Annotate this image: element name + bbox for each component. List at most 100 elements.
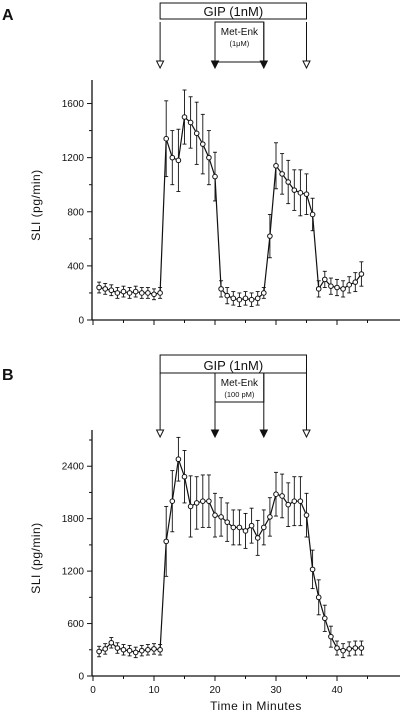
y-tick-label: 1600 [62,99,85,110]
data-point [254,535,261,541]
data-point [352,279,359,285]
data-point [358,271,365,277]
data-point [200,498,206,504]
panel-label: A [2,7,14,24]
data-point [139,647,145,654]
data-point [285,179,292,185]
data-point [169,498,176,504]
data-point [163,135,169,142]
series-line [98,459,362,654]
y-tick-label: 1200 [62,567,85,578]
data-point [163,538,169,545]
data-point [242,295,249,302]
arrow-head-3 [302,429,311,439]
data-point [102,646,108,652]
arrow-head-1 [210,60,220,70]
data-point [145,290,151,296]
arrow-head-0 [155,429,165,439]
data-point [273,162,279,169]
data-point [151,291,157,298]
data-point [200,141,206,147]
data-point [139,290,145,296]
x-tick-label: 20 [209,685,221,696]
data-point [108,287,115,294]
y-axis-title: SLI (pg/min) [29,169,43,240]
data-point [132,288,139,295]
data-point [309,566,316,573]
y-tick-label: 1800 [62,514,85,525]
data-point [108,639,115,646]
data-point [285,501,292,508]
data-point [206,154,212,161]
data-point [114,645,121,651]
data-point [261,290,267,296]
data-point [261,524,267,531]
data-point [315,286,322,292]
data-point [334,645,340,651]
data-point [169,154,176,161]
data-point [206,498,212,504]
data-point [309,211,316,218]
data-point [297,498,304,504]
data-point [267,514,273,520]
data-point [322,615,328,622]
gip-bar-label: GIP (1nM) [203,358,263,373]
y-axis-title: SLI (pg/min) [29,522,43,593]
data-point [120,288,127,295]
data-point [193,130,200,137]
met-enk-bar-label: Met-Enk [221,378,259,389]
gip-bar-label: GIP (1nM) [203,4,263,19]
data-point [157,290,163,296]
data-point [352,645,359,651]
data-point [181,473,188,480]
met-enk-dose-label: (1μM) [230,39,250,48]
data-point [175,157,182,164]
y-tick-label: 2400 [62,462,85,473]
data-point [157,646,163,653]
data-point [126,647,133,654]
y-tick-label: 400 [67,261,84,272]
data-point [236,524,243,531]
data-point [132,649,139,656]
data-point [346,646,353,652]
data-point [303,512,310,518]
panel-label: B [2,367,14,384]
arrow-head-3 [302,60,311,70]
data-point [224,519,230,525]
data-point [297,190,304,196]
data-point [248,522,255,529]
data-point [346,282,353,288]
data-point [218,514,224,520]
data-point [230,524,237,531]
gip-bar [159,2,307,20]
data-point [328,633,334,640]
panel-b: B GIP (1nM) Met-Enk(100 pM) 0 600 1200 1800 240… [2,354,400,713]
data-point [187,503,194,510]
data-point [181,114,188,120]
arrow-head-2 [259,429,269,439]
data-point [212,512,218,518]
data-point [175,456,182,463]
arrow-head-2 [259,60,269,70]
data-point [126,290,133,296]
data-point [120,646,127,653]
data-point [236,296,243,303]
data-point [340,286,346,292]
arrow-head-1 [210,429,220,439]
data-point [334,284,340,291]
data-point [267,233,273,239]
data-point [102,286,108,292]
data-point [151,646,157,652]
y-tick-label: 0 [78,672,84,683]
met-enk-dose-label: (100 pM) [224,390,255,399]
data-point [340,647,346,654]
data-point [328,283,334,289]
data-point [248,296,255,303]
data-point [303,191,310,197]
data-point [254,295,261,302]
data-point [224,292,230,299]
data-point [218,286,224,292]
data-point [187,119,194,126]
x-axis-title: Time in Minutes [210,699,302,713]
